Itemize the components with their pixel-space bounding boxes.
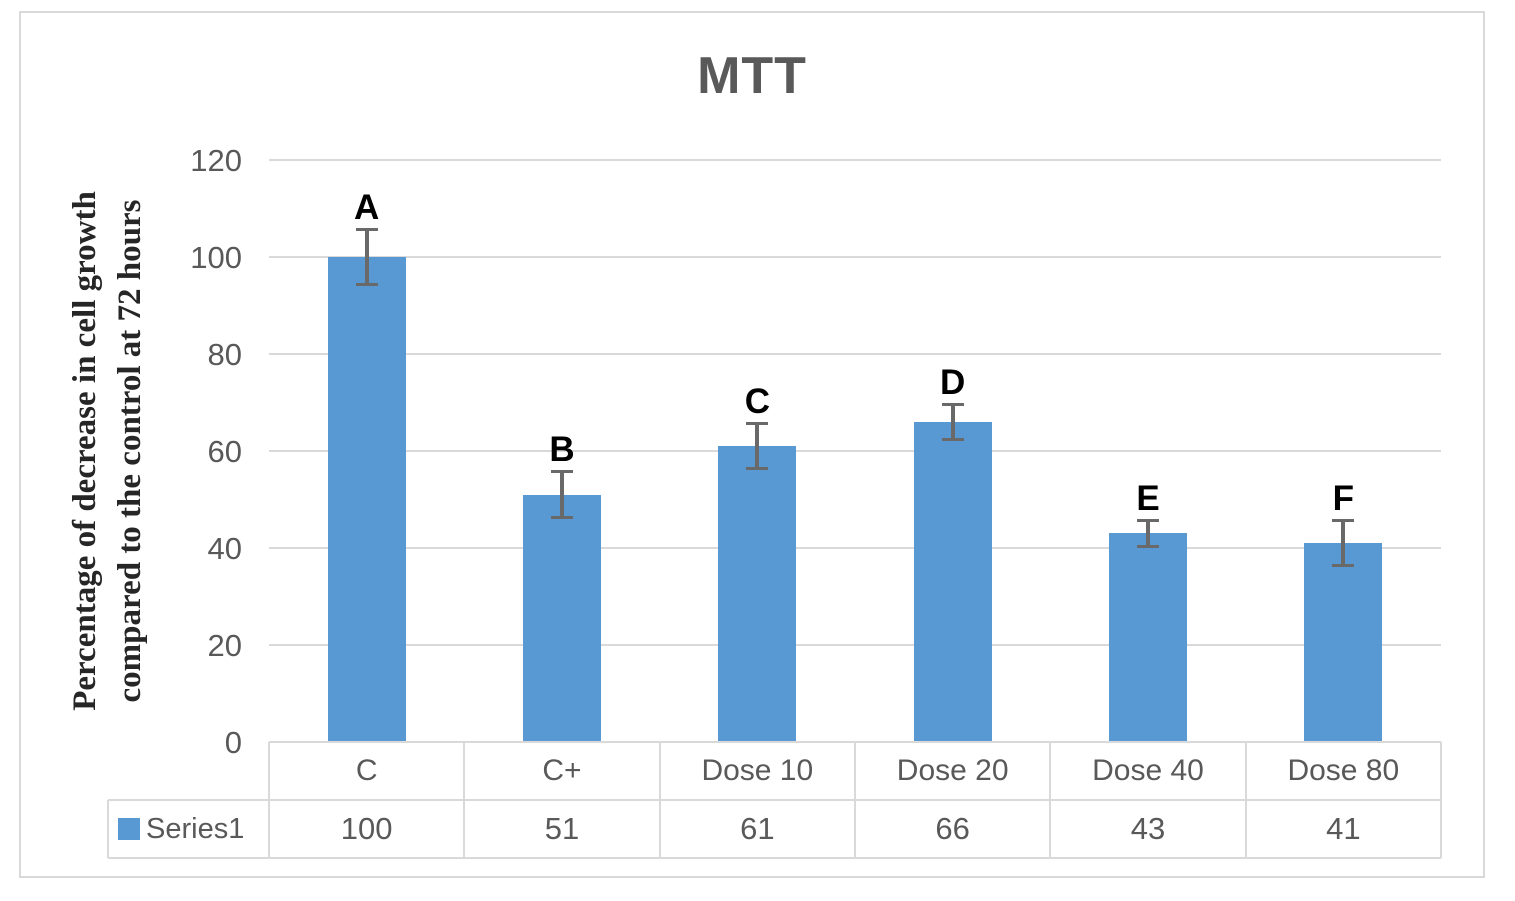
category-cell-C: C [355, 754, 378, 787]
error-bar-stem [364, 227, 369, 287]
error-bar-cap-bottom [1332, 564, 1355, 568]
error-bar-cap-top [1137, 518, 1159, 522]
value-cell-C: 100 [340, 811, 393, 846]
significance-letter-C: C [744, 381, 770, 421]
table-row-divider [108, 799, 1441, 801]
table-bottom-border [108, 857, 1441, 859]
category-cell-C+: C+ [542, 754, 582, 787]
significance-letter-B: B [549, 430, 575, 470]
bar-Dose 40 [1109, 533, 1187, 742]
bar-C [327, 257, 406, 742]
error-bar-cap-bottom [1137, 545, 1159, 548]
category-cell-Dose 40: Dose 40 [1092, 754, 1204, 787]
category-cell-Dose 10: Dose 10 [701, 754, 814, 787]
value-cell-Dose 80: 41 [1326, 811, 1361, 846]
y-tick-label: 80 [207, 337, 242, 372]
y-tick-label: 20 [207, 628, 242, 663]
category-cell-Dose 20: Dose 20 [896, 754, 1009, 787]
value-cell-Dose 20: 66 [935, 811, 970, 846]
table-column-border [854, 742, 856, 858]
category-cell-Dose 80: Dose 80 [1287, 754, 1400, 787]
table-column-border [1244, 742, 1247, 858]
significance-letter-E: E [1136, 478, 1160, 518]
table-left-border [107, 800, 109, 858]
error-bar-cap-bottom [746, 467, 769, 471]
value-cell-Dose 40: 43 [1130, 811, 1166, 846]
series1-legend-swatch-icon [118, 818, 140, 840]
table-column-border [658, 742, 661, 858]
table-legend-divider [268, 742, 270, 858]
significance-letter-F: F [1332, 478, 1355, 518]
error-bar-cap-top [355, 227, 378, 231]
error-bar-stem [560, 470, 564, 519]
significance-letter-D: D [940, 362, 966, 402]
chart-title: MTT [697, 47, 807, 105]
error-bar-cap-top [1332, 518, 1355, 522]
error-bar-cap-top [941, 402, 964, 406]
y-tick-label: 0 [224, 725, 242, 760]
error-bar-stem [755, 421, 760, 471]
error-bar-stem [950, 402, 955, 442]
y-tick-label: 100 [190, 240, 242, 275]
error-bar-cap-bottom [355, 283, 378, 287]
significance-letter-A: A [354, 187, 380, 227]
error-bar-cap-top [551, 470, 573, 474]
gridline-y80 [269, 353, 1441, 355]
table-column-border [1049, 742, 1052, 858]
table-column-border [1440, 742, 1442, 858]
y-tick-label: 120 [190, 143, 242, 178]
y-tick-label: 40 [207, 531, 242, 566]
error-bar-cap-bottom [941, 438, 964, 442]
y-axis-label-line1: Percentage of decrease in cell growth [67, 191, 103, 711]
error-bar-stem [1146, 518, 1150, 548]
series1-legend-label: Series1 [146, 813, 245, 845]
gridline-y100 [269, 256, 1441, 258]
error-bar-cap-bottom [551, 515, 573, 519]
error-bar-cap-top [746, 421, 769, 425]
gridline-y40 [269, 547, 1441, 549]
gridline-y60 [269, 450, 1441, 452]
table-column-border [463, 742, 466, 858]
error-bar-stem [1341, 518, 1346, 568]
value-cell-C+: 51 [544, 811, 580, 846]
bar-C+ [523, 494, 601, 742]
gridline-y20 [269, 644, 1441, 646]
bar-Dose 10 [718, 446, 797, 742]
value-cell-Dose 10: 61 [740, 811, 775, 846]
bar-Dose 80 [1304, 543, 1383, 742]
y-tick-label: 60 [207, 434, 242, 469]
gridline-y120 [269, 159, 1441, 161]
bar-Dose 20 [913, 421, 992, 742]
